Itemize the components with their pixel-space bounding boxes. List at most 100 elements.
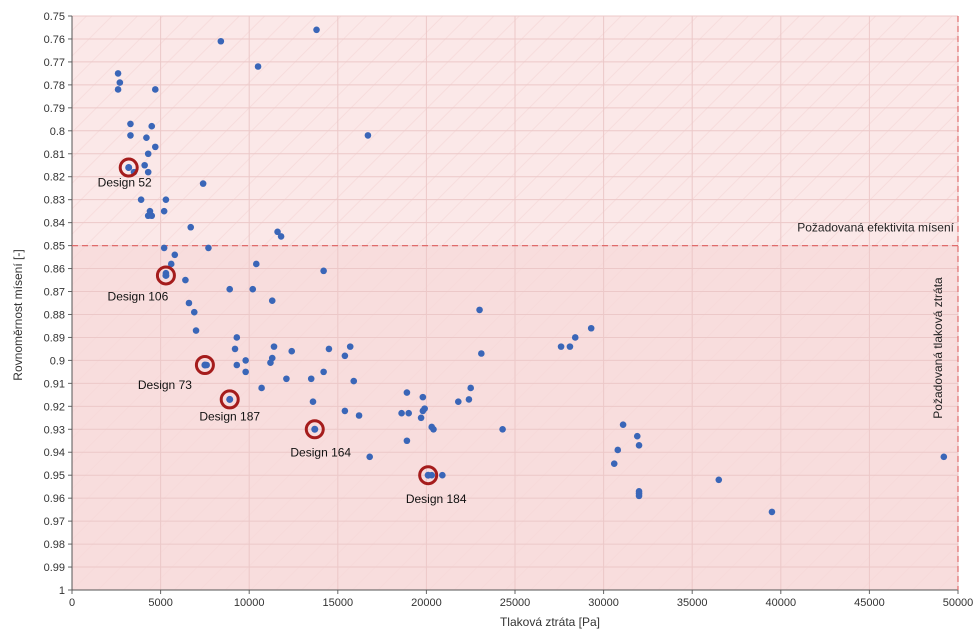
data-point	[419, 393, 427, 401]
highlight-layer: Design 52 Design 106 Design 73 Design 187 De…	[98, 157, 467, 506]
data-point	[454, 398, 462, 406]
x-tick-label: 10000	[234, 597, 265, 609]
design-label: Design 164	[290, 445, 351, 459]
design-label: Design 184	[406, 492, 467, 506]
y-tick-label: 0.85	[44, 241, 65, 253]
data-point	[320, 267, 327, 275]
data-point	[403, 389, 411, 396]
y-tick-label: 0.99	[44, 562, 65, 574]
y-tick-label: 0.91	[44, 378, 65, 390]
data-point	[587, 324, 595, 332]
data-point	[421, 405, 428, 412]
data-point	[355, 412, 363, 419]
grid-layer	[71, 15, 959, 591]
data-point	[217, 37, 225, 45]
data-point	[160, 244, 168, 252]
y-tick-label: 0.86	[44, 264, 65, 276]
data-point	[633, 432, 641, 440]
data-point	[144, 212, 152, 220]
y-tick-label: 0.77	[44, 57, 65, 69]
data-point	[252, 260, 260, 268]
data-point	[167, 260, 175, 268]
data-point	[162, 196, 170, 203]
data-point	[417, 414, 425, 422]
highlighted-data-point	[424, 471, 432, 479]
data-point	[258, 384, 265, 392]
data-point	[364, 132, 372, 139]
data-point	[341, 352, 349, 360]
data-point	[226, 285, 234, 293]
y-tick-label: 0.84	[44, 218, 65, 230]
y-tick-label: 0.82	[44, 172, 65, 184]
data-point	[341, 407, 349, 415]
data-point	[403, 437, 411, 445]
data-point	[288, 347, 296, 355]
y-tick-label: 0.94	[44, 447, 65, 459]
efficiency-threshold-label: Požadovaná efektivita mísení	[797, 221, 954, 235]
y-tick-label: 0.81	[44, 149, 65, 161]
design-label: Design 73	[138, 378, 192, 392]
data-point	[171, 251, 179, 259]
data-point	[249, 285, 257, 293]
highlight-ring	[219, 389, 240, 410]
data-point	[566, 343, 574, 350]
data-point	[144, 168, 152, 176]
data-point	[116, 79, 124, 86]
data-point	[439, 471, 446, 479]
data-point	[346, 343, 354, 350]
y-tick-label: 0.88	[44, 309, 65, 321]
data-point	[233, 334, 241, 341]
y-tick-label: 0.93	[44, 424, 65, 436]
data-point	[307, 375, 315, 383]
y-tick-label: 0.98	[44, 539, 65, 551]
highlighted-data-point	[226, 395, 234, 403]
data-point	[366, 453, 373, 461]
data-point	[283, 375, 290, 383]
design-label: Design 187	[199, 409, 260, 423]
y-tick-label: 0.87	[44, 287, 65, 299]
x-tick-label: 40000	[766, 597, 797, 609]
y-tick-label: 0.97	[44, 516, 65, 528]
data-point	[114, 86, 122, 93]
data-point	[270, 343, 278, 350]
data-point	[187, 223, 195, 231]
y-tick-label: 1	[59, 585, 65, 597]
y-tick-label: 0.79	[44, 103, 65, 115]
pressure-threshold-label: Požadovaná tlaková ztráta	[931, 277, 945, 419]
data-point	[320, 368, 327, 376]
y-tick-label: 0.8	[50, 126, 65, 138]
data-point	[277, 233, 285, 240]
data-point	[151, 143, 159, 151]
data-point	[242, 357, 249, 364]
data-point	[940, 453, 948, 461]
highlighted-data-point	[201, 361, 209, 369]
highlighted-data-point	[311, 425, 319, 433]
data-point	[309, 398, 317, 406]
data-point	[325, 345, 333, 353]
y-tick-label: 0.96	[44, 493, 65, 505]
threshold-layer: Požadovaná efektivita mísení Požadovaná t…	[72, 16, 959, 590]
x-tick-label: 35000	[677, 597, 708, 609]
x-tick-label: 25000	[500, 597, 531, 609]
data-point	[199, 180, 207, 187]
data-point	[465, 396, 473, 403]
data-point	[231, 345, 239, 353]
highlight-ring	[155, 265, 176, 286]
data-point	[268, 297, 276, 305]
y-tick-label: 0.89	[44, 332, 65, 344]
data-point	[768, 508, 776, 516]
design-label: Design 52	[98, 176, 152, 190]
data-point	[499, 425, 506, 433]
y-tick-label: 0.95	[44, 470, 65, 482]
data-point	[350, 377, 358, 385]
y-axis-label: Rovnoměrnost mísení [-]	[11, 249, 25, 380]
x-tick-label: 30000	[588, 597, 619, 609]
data-point	[313, 26, 320, 34]
data-point	[143, 134, 150, 141]
data-point	[635, 492, 643, 500]
data-point	[151, 86, 159, 93]
data-point	[190, 308, 198, 316]
data-point	[571, 334, 579, 341]
x-axis-label: Tlaková ztráta [Pa]	[500, 615, 600, 629]
y-tick-label: 0.75	[44, 11, 65, 23]
